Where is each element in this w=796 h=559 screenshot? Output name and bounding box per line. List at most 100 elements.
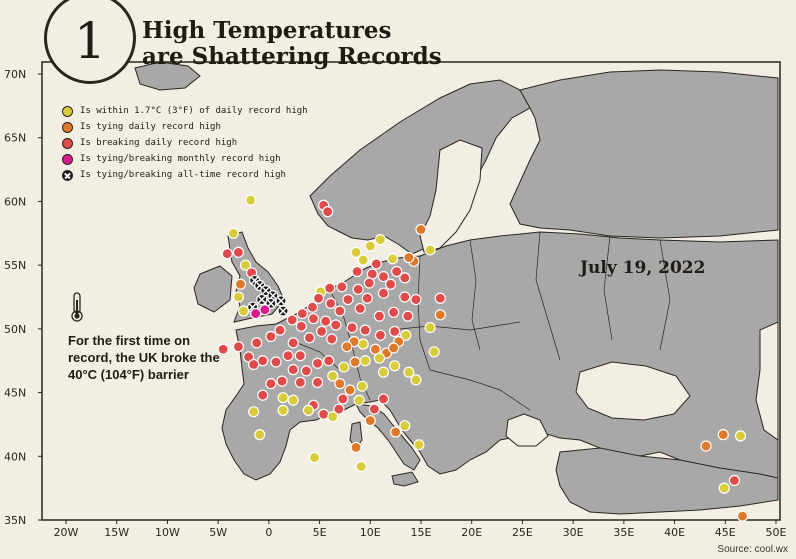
lon-tick-35E: 35E (613, 526, 634, 539)
record-point-yellow (308, 451, 321, 464)
record-point-yellow (424, 244, 436, 256)
record-point-magenta (259, 304, 271, 316)
record-point-red (296, 307, 308, 320)
record-point-yellow (374, 234, 387, 246)
record-point-red (342, 293, 354, 306)
record-point-yellow (387, 253, 399, 265)
record-point-red (265, 378, 277, 390)
record-point-yellow (734, 430, 747, 442)
record-point-red (399, 272, 411, 284)
water-bodies (419, 139, 779, 447)
record-point-red (326, 333, 338, 345)
lon-tick-30E: 30E (563, 526, 584, 539)
record-point-yellow (413, 439, 425, 451)
record-point-red (330, 319, 342, 331)
record-point-yellow (227, 227, 239, 239)
lon-tick-40E: 40E (664, 526, 685, 539)
record-point-yellow (237, 305, 250, 317)
legend-swatch-magenta (62, 153, 73, 165)
thermometer-icon (71, 292, 83, 322)
uk-record-note: For the first time on record, the UK bro… (68, 333, 220, 382)
record-point-yellow (254, 429, 266, 441)
record-point-red (232, 246, 245, 258)
record-point-yellow (338, 361, 350, 373)
record-point-red (323, 355, 335, 367)
legend-label: Is within 1.7°C (3°F) of daily record hi… (80, 106, 308, 116)
record-point-orange (234, 278, 247, 290)
scandinavia (309, 79, 531, 255)
record-point-red (377, 271, 390, 283)
legend-item-magenta: Is tying/breaking monthly record high (62, 151, 308, 167)
iceland (134, 61, 201, 91)
record-point-orange (717, 429, 729, 441)
lat-tick-60N: 60N (4, 195, 26, 208)
record-point-red (311, 357, 324, 369)
record-point-orange (388, 342, 400, 354)
lon-tick-10W: 10W (155, 526, 180, 539)
legend-label: Is tying/breaking monthly record high (80, 154, 281, 164)
record-point-orange (403, 251, 415, 264)
legend-item-yellow: Is within 1.7°C (3°F) of daily record hi… (62, 103, 308, 119)
record-point-magenta (250, 307, 262, 320)
record-point-yellow (356, 380, 368, 392)
record-point-red (311, 376, 324, 388)
record-point-yellow (400, 329, 412, 341)
record-point-red (377, 393, 390, 405)
record-point-red (294, 376, 306, 388)
record-point-orange (369, 343, 381, 355)
record-point-yellow (245, 194, 257, 206)
lat-tick-45N: 45N (4, 387, 26, 400)
title-line-2: are Shattering Records (142, 43, 442, 70)
record-point-yellow (403, 366, 415, 378)
legend-label: Is breaking daily record high (80, 138, 238, 148)
record-point-yellow (357, 338, 369, 350)
lon-tick-50E: 50E (766, 526, 787, 539)
record-point-red (388, 306, 400, 318)
record-point-red (303, 332, 316, 344)
record-point-yellow (399, 420, 411, 432)
record-point-red (333, 403, 345, 415)
record-point-red (325, 297, 337, 309)
record-point-yellow (377, 366, 390, 378)
record-point-red (363, 277, 375, 289)
record-point-red (318, 408, 330, 420)
record-point-orange (415, 223, 427, 236)
legend-swatch-yellow (62, 105, 73, 117)
lon-tick-25E: 25E (512, 526, 533, 539)
legend-swatch-black (62, 169, 73, 181)
record-point-red (337, 393, 349, 405)
record-point-orange (736, 510, 749, 522)
record-point-red (286, 314, 298, 326)
lat-tick-70N: 70N (4, 68, 26, 81)
record-point-red (336, 281, 348, 293)
record-point-red (320, 315, 332, 327)
record-point-red (728, 474, 741, 487)
record-point-yellow (350, 246, 362, 258)
record-point-red (242, 351, 255, 363)
record-point-orange (341, 341, 353, 353)
record-point-red (334, 305, 346, 317)
record-point-red (217, 343, 229, 355)
record-point-yellow (302, 404, 315, 417)
record-point-red (265, 330, 277, 343)
title-line-1: High Temperatures (142, 17, 392, 44)
record-point-red (287, 337, 299, 349)
lon-tick-0: 0 (265, 526, 272, 539)
record-point-yellow (277, 392, 289, 404)
record-point-red (294, 350, 306, 362)
legend-item-orange: Is tying daily record high (62, 119, 308, 135)
legend-swatch-red (62, 137, 73, 149)
section-number: 1 (74, 12, 106, 70)
record-point-red (312, 292, 325, 304)
record-point-yellow (718, 482, 730, 494)
record-point-red (377, 287, 390, 299)
record-point-red (307, 313, 320, 325)
tick-marks (38, 73, 777, 524)
legend-item-black: Is tying/breaking all-time record high (62, 167, 308, 183)
aegean-sea (505, 413, 549, 447)
lat-tick-55N: 55N (4, 259, 26, 272)
record-point-red (257, 389, 269, 401)
source-credit: Source: cool.wx (717, 544, 788, 555)
lat-tick-40N: 40N (4, 450, 26, 463)
